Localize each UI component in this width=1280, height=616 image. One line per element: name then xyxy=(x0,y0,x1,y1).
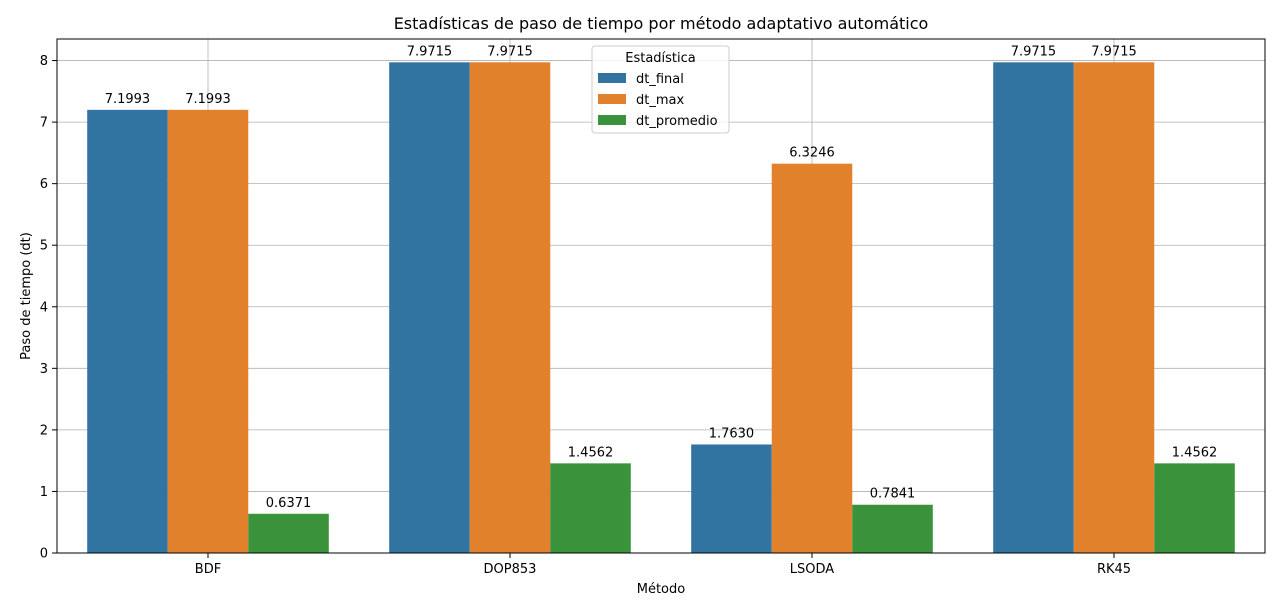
data-label: 7.9715 xyxy=(1011,44,1057,59)
legend-swatch-dt_promedio xyxy=(598,115,626,125)
legend-title: Estadística xyxy=(625,51,696,66)
data-label: 7.9715 xyxy=(407,44,453,59)
data-label: 1.7630 xyxy=(709,426,755,441)
y-axis-label: Paso de tiempo (dt) xyxy=(19,232,34,360)
data-label: 1.4562 xyxy=(1172,445,1218,460)
legend-items: dt_final dt_max dt_promedio xyxy=(598,72,718,129)
y-tick-label: 8 xyxy=(40,54,48,69)
bar-dt_promedio xyxy=(248,513,329,553)
bars-layer xyxy=(87,62,1235,554)
x-axis-label: Método xyxy=(637,582,686,597)
y-tick-label: 7 xyxy=(40,116,48,131)
bar-dt_final xyxy=(993,62,1074,553)
bar-dt_promedio xyxy=(852,504,933,553)
bar-dt_max xyxy=(469,62,551,553)
bar-dt_final xyxy=(389,62,470,553)
y-tick-label: 4 xyxy=(40,300,48,315)
plot-frame xyxy=(56,38,1266,554)
y-tick-label: 0 xyxy=(40,547,48,562)
y-tick-label: 6 xyxy=(40,177,48,192)
y-tick-label: 5 xyxy=(40,239,48,254)
legend-label-dt_final: dt_final xyxy=(636,72,684,87)
bar-dt_promedio xyxy=(1154,463,1235,553)
x-tick-label: RK45 xyxy=(1097,562,1131,577)
y-tick-label: 2 xyxy=(40,423,48,438)
bar-dt_promedio xyxy=(550,463,631,553)
data-label: 7.9715 xyxy=(1091,44,1137,59)
x-tick-label: LSODA xyxy=(790,562,835,577)
y-tick-label: 3 xyxy=(40,362,48,377)
y-tick-label: 1 xyxy=(40,485,48,500)
data-label: 0.7841 xyxy=(870,487,916,502)
x-tick-label: DOP853 xyxy=(484,562,537,577)
data-label: 7.1993 xyxy=(185,92,231,107)
chart-title: Estadísticas de paso de tiempo por métod… xyxy=(394,14,929,33)
data-label: 7.1993 xyxy=(105,92,151,107)
data-label: 6.3246 xyxy=(789,146,835,161)
ticks-layer: 0 1 2 3 4 5 6 7 8 BDF DOP853 LSODA RK45 xyxy=(40,54,1131,577)
legend-label-dt_max: dt_max xyxy=(636,93,684,108)
bar-dt_final xyxy=(87,109,168,554)
legend-box xyxy=(591,45,730,134)
data-label: 7.9715 xyxy=(487,44,533,59)
data-label: 0.6371 xyxy=(266,496,312,511)
legend: Estadística dt_final dt_max dt_promedio xyxy=(591,45,730,134)
bar-dt_max xyxy=(771,163,853,554)
bar-dt_max xyxy=(1073,62,1155,553)
legend-swatch-dt_final xyxy=(598,73,626,83)
labels-layer: 7.1993 7.9715 1.7630 7.9715 7.1993 7.9715 6.32… xyxy=(105,44,1218,510)
bar-dt_final xyxy=(691,444,772,553)
bar-dt_max xyxy=(167,109,249,554)
data-label: 1.4562 xyxy=(568,445,614,460)
legend-label-dt_promedio: dt_promedio xyxy=(636,114,718,129)
x-tick-label: BDF xyxy=(195,562,221,577)
legend-swatch-dt_max xyxy=(598,94,626,104)
